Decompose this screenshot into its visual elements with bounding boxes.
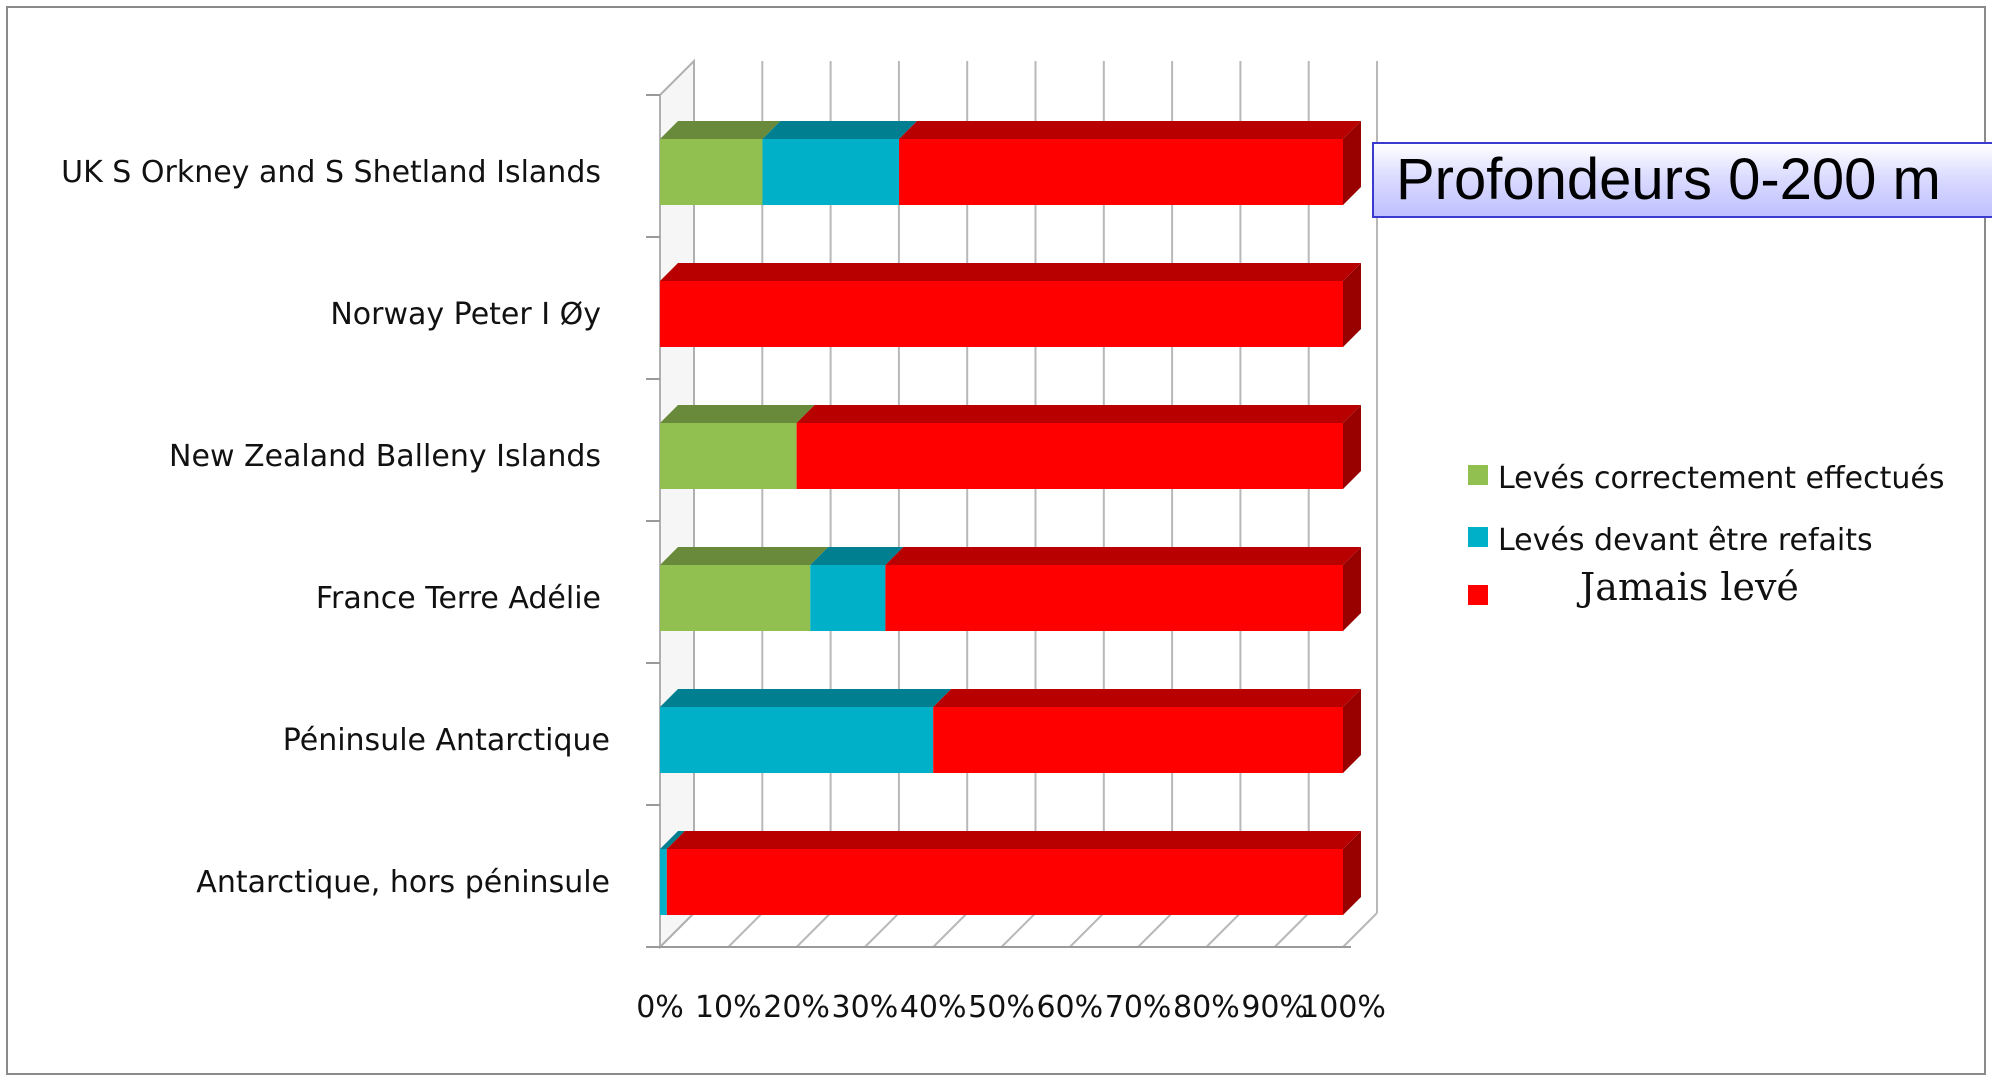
bar-end-cap (1343, 547, 1361, 631)
bar-segment (660, 849, 667, 915)
x-tick-label: 90% (1241, 990, 1308, 1025)
x-tick-label: 100% (1300, 990, 1386, 1025)
legend-label: Levés correctement effectués (1498, 461, 1944, 496)
bar-top (933, 689, 1361, 707)
bar-top (660, 831, 685, 849)
floor-gridline (1205, 912, 1242, 948)
bar-segment (899, 139, 1343, 205)
bar-top (796, 405, 1361, 423)
floor-gridline (1273, 912, 1310, 948)
bar-end-cap (1343, 689, 1361, 773)
bar-segment (660, 565, 811, 631)
floor-gridline (1069, 912, 1105, 948)
bar-segment (660, 281, 1343, 347)
category-label: UK S Orkney and S Shetland Islands (61, 155, 601, 190)
category-label: France Terre Adélie (316, 581, 601, 616)
category-label: Péninsule Antarctique (283, 723, 610, 758)
floor-gridline (1137, 912, 1173, 948)
legend-label: Levés devant être refaits (1498, 523, 1873, 558)
bar-top (660, 405, 815, 423)
bar-segment (810, 565, 886, 631)
bar-top (660, 547, 829, 565)
bar-top (660, 121, 781, 139)
bar-top (660, 689, 952, 707)
x-tick-label: 50% (968, 990, 1035, 1025)
legend-swatch (1468, 585, 1488, 605)
bar-segment (660, 707, 934, 773)
bar-top (762, 121, 918, 139)
category-label: Norway Peter I Øy (330, 297, 601, 332)
floor-gridline (795, 912, 832, 948)
x-tick-label: 20% (763, 990, 830, 1025)
bar-top (899, 121, 1361, 139)
bar-end-cap (1343, 831, 1361, 915)
chart-title: Profondeurs 0-200 m (1372, 142, 1992, 218)
label-layer: 0% 10% 20% 30% 40% 50% 60% 70% 80% 90%100% UK S Or… (61, 155, 1386, 1025)
bar-segment (666, 849, 1343, 915)
legend-label: Jamais levé (1576, 565, 1799, 609)
bar-segment (762, 139, 900, 205)
bar-top (666, 831, 1361, 849)
x-tick-label: 60% (1036, 990, 1103, 1025)
floor-gridline (864, 912, 900, 948)
category-label: Antarctique, hors péninsule (196, 865, 610, 900)
bar-segment (660, 139, 763, 205)
legend: Levés correctement effectués Levés devant… (1468, 461, 1944, 609)
x-tick-label: 10% (695, 990, 762, 1025)
floor-gridline (1000, 912, 1037, 948)
bar-segment (660, 423, 797, 489)
category-label: New Zealand Balleny Islands (169, 439, 601, 474)
bar-segment (885, 565, 1343, 631)
legend-swatch (1468, 527, 1488, 547)
x-tick-label: 40% (900, 990, 967, 1025)
bar-top (885, 547, 1361, 565)
bar-end-cap (1343, 263, 1361, 347)
x-tick-label: 80% (1173, 990, 1240, 1025)
x-tick-label: 30% (832, 990, 899, 1025)
chart-frame (6, 6, 1986, 1075)
x-tick-label: 70% (1105, 990, 1172, 1025)
floor-gridline (727, 912, 764, 948)
bar-end-cap (1343, 405, 1361, 489)
x-tick-label: 0% (636, 990, 684, 1025)
bar-end-cap (1343, 121, 1361, 205)
floor-gridline (1342, 912, 1378, 948)
bar-layer (660, 121, 1361, 915)
bar-segment (933, 707, 1343, 773)
floor-gridline (932, 912, 968, 948)
bar-segment (796, 423, 1343, 489)
legend-swatch (1468, 465, 1488, 485)
bar-top (660, 263, 1361, 281)
bar-top (810, 547, 904, 565)
